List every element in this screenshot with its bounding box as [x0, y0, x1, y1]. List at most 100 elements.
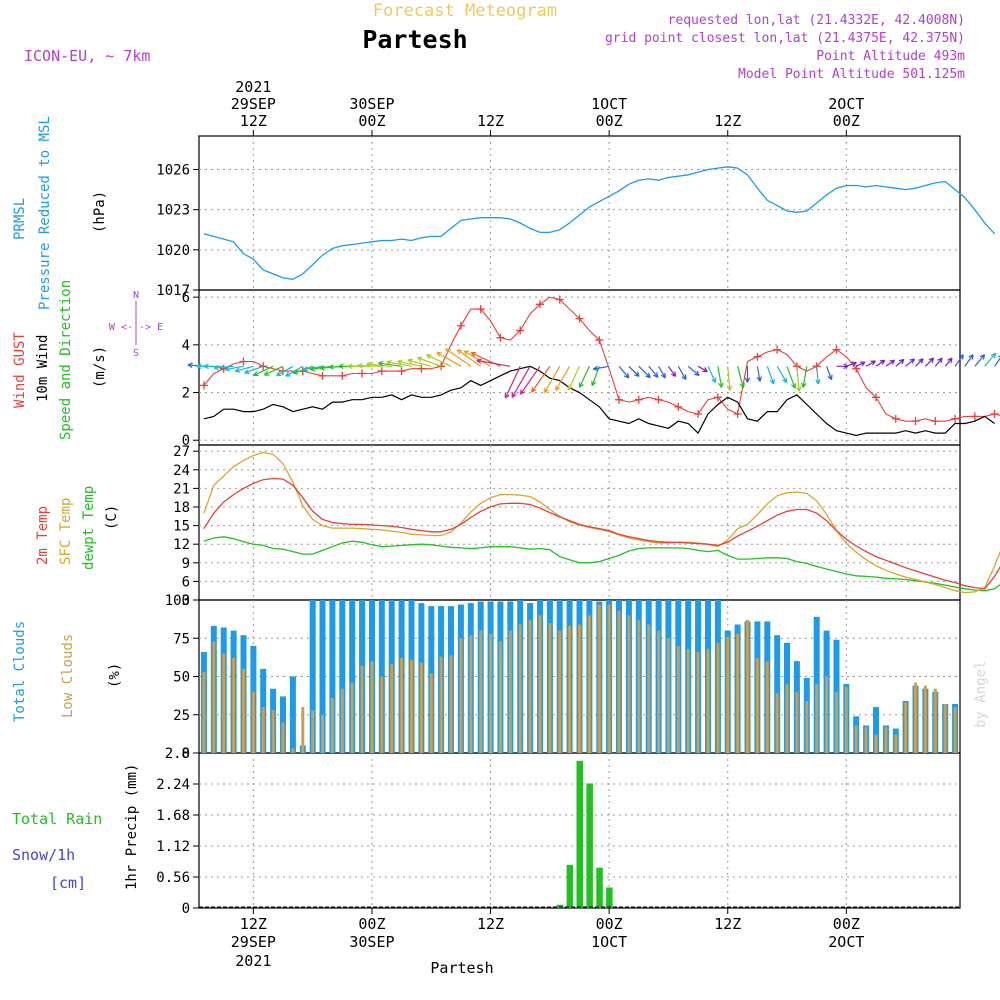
y-tick-label: 3: [182, 593, 190, 609]
top-time-label: 12Z: [240, 112, 267, 130]
wind-gust-point: [615, 395, 624, 404]
low-cloud-bar: [469, 635, 473, 753]
y-tick-label: 21: [173, 481, 190, 497]
precip-label-rain: Total Rain: [12, 810, 102, 828]
y-tick-label: 12: [173, 537, 190, 553]
sfc-temp-line: [203, 451, 1000, 594]
low-cloud-bar: [943, 704, 947, 753]
precip-label-cm: [cm]: [50, 874, 86, 892]
compass-north: N: [133, 290, 139, 301]
wind-direction-arrow: [944, 357, 953, 367]
y-tick-label: 6: [182, 574, 190, 590]
low-cloud-bar: [261, 707, 265, 753]
bottom-time-label: 30SEP: [349, 933, 394, 951]
y-tick-label: 50: [173, 670, 190, 686]
wind-gust-point: [575, 314, 584, 323]
y-tick-label: 1.12: [156, 839, 190, 855]
wind-direction-arrow: [426, 354, 452, 367]
wind-direction-arrow: [638, 365, 651, 379]
bottom-time-label: 29SEP: [231, 933, 276, 951]
bottom-time-label: 00Z: [833, 915, 860, 933]
wind-direction-arrow: [386, 360, 412, 367]
low-cloud-bar: [410, 659, 413, 753]
wind-direction-arrow: [875, 359, 886, 367]
wind-direction-arrow: [658, 365, 666, 379]
low-cloud-bar: [844, 687, 848, 753]
low-cloud-bar: [587, 615, 591, 753]
wind-gust-point: [871, 393, 880, 402]
temp-label-dewpt: dewpt Temp: [81, 486, 97, 570]
bottom-time-label: 2021: [235, 952, 271, 970]
low-cloud-bar: [528, 619, 532, 753]
chart-subtitle: Forecast Meteogram: [373, 1, 557, 21]
wind-direction-arrow: [974, 354, 986, 367]
low-cloud-bar: [400, 658, 404, 753]
bottom-time-label: 2OCT: [828, 933, 864, 951]
location-title: Partesh: [362, 25, 467, 54]
low-cloud-bar: [508, 630, 512, 753]
low-cloud-bar: [706, 649, 710, 753]
wind-direction-arrow: [934, 357, 943, 367]
y-tick-label: 75: [173, 631, 190, 647]
low-cloud-bar: [716, 642, 720, 753]
low-cloud-bar: [637, 619, 641, 753]
low-cloud-bar: [825, 676, 829, 753]
low-cloud-bar: [568, 626, 572, 753]
total-cloud-bar: [309, 600, 316, 753]
wind-direction-arrow: [885, 359, 896, 367]
low-cloud-bar: [419, 662, 423, 753]
wind-direction-arrow: [756, 366, 762, 382]
model-altitude: Model Point Altitude 501.125m: [738, 67, 965, 82]
grid-point-coords: grid point closest lon,lat (21.4375E, 42…: [605, 31, 965, 46]
wind-direction-arrow: [687, 365, 700, 377]
temp-label-sfc: SFC Temp: [58, 498, 74, 565]
low-cloud-bar: [676, 645, 680, 753]
low-cloud-bar: [578, 624, 581, 753]
wind-gust-point: [951, 414, 960, 423]
pressure-label-prmsl: PRMSL: [12, 198, 28, 240]
precip-label-axis: 1hr Precip (mm): [124, 764, 140, 890]
low-cloud-bar: [874, 734, 878, 753]
precip-label-snow: Snow/1h: [12, 846, 75, 864]
y-tick-label: 9: [182, 556, 190, 572]
wind-label-10m: 10m Wind: [35, 335, 51, 402]
precip-bar: [556, 904, 564, 908]
dewpoint-line: [203, 536, 1000, 592]
temp-label-2m: 2m Temp: [35, 506, 51, 565]
bottom-time-label: 1OCT: [591, 933, 627, 951]
wind-direction-arrow: [905, 358, 916, 367]
wind-direction-arrow: [578, 366, 590, 388]
wind-direction-arrow: [263, 365, 284, 376]
low-cloud-bar: [894, 734, 898, 753]
low-cloud-bar: [242, 668, 245, 753]
y-tick-label: 18: [173, 500, 190, 516]
wind-direction-arrow: [964, 354, 974, 367]
wind-gust-point: [733, 410, 742, 418]
wind-direction-arrow: [801, 366, 808, 388]
wind-direction-arrow: [846, 361, 857, 367]
pressure-label-unit: (hPa): [92, 191, 108, 233]
bottom-time-label: 00Z: [596, 915, 623, 933]
wind-direction-arrow: [253, 365, 274, 377]
total-cloud-bar: [349, 600, 356, 753]
wind-direction-arrow: [476, 358, 511, 367]
wind-speed-line: [203, 365, 995, 437]
wind-direction-arrow: [895, 358, 905, 367]
low-cloud-bar: [271, 710, 275, 753]
low-cloud-bar: [232, 658, 236, 753]
y-tick-label: 15: [173, 519, 190, 535]
low-cloud-bar: [449, 655, 453, 753]
wind-direction-arrow: [786, 366, 797, 389]
low-cloud-bar: [301, 707, 305, 753]
wind-gust-point: [338, 371, 347, 380]
low-cloud-bar: [785, 684, 789, 753]
total-cloud-bar: [329, 600, 336, 753]
y-tick-label: 1017: [156, 283, 190, 299]
total-cloud-bar: [289, 676, 296, 753]
low-cloud-bar: [479, 630, 483, 753]
low-cloud-bar: [815, 684, 819, 753]
wind-direction-arrow: [697, 365, 708, 373]
wind-gust-point: [555, 295, 564, 304]
wind-gust-point: [634, 395, 643, 404]
wind-gust-point: [535, 300, 544, 309]
